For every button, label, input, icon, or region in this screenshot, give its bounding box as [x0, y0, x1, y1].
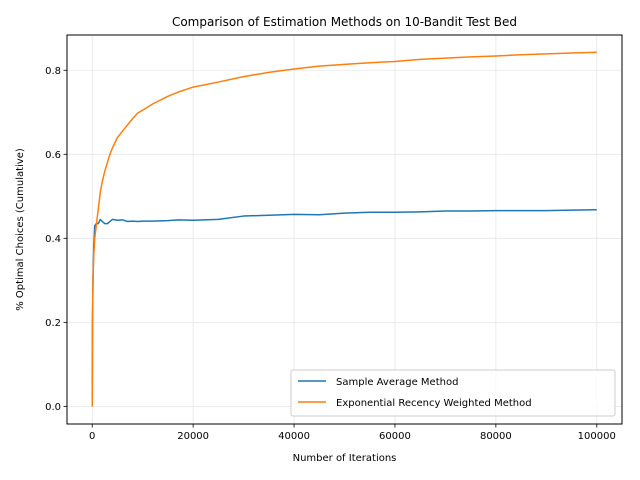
- y-tick-label: 0.6: [45, 150, 61, 161]
- x-axis-label: Number of Iterations: [293, 453, 397, 464]
- legend-label-1: Sample Average Method: [336, 377, 458, 388]
- series-line-2: [91, 51, 597, 407]
- grid-lines: [67, 35, 622, 424]
- x-tick-label: 60000: [379, 431, 411, 442]
- x-tick-label: 40000: [278, 431, 310, 442]
- y-axis-label: % Optimal Choices (Cumulative): [15, 148, 26, 311]
- x-tick-label: 80000: [480, 431, 512, 442]
- series-lines: [91, 51, 597, 407]
- legend-box: [290, 369, 616, 417]
- x-tick-label: 100000: [578, 431, 616, 442]
- x-tick-label: 20000: [177, 431, 209, 442]
- axis-ticks: 0 20000 40000 60000 80000 100000 0.0 0.2 0.4 0.6 0…: [45, 66, 616, 442]
- plot-frame: [66, 34, 623, 425]
- chart-title: Comparison of Estimation Methods on 10-B…: [172, 15, 517, 29]
- y-tick-label: 0.0: [45, 402, 61, 413]
- y-tick-label: 0.4: [45, 234, 61, 245]
- y-tick-label: 0.8: [45, 66, 61, 77]
- legend: Sample Average Method Exponential Recency…: [290, 369, 616, 417]
- x-tick-label: 0: [89, 431, 95, 442]
- y-tick-label: 0.2: [45, 318, 61, 329]
- series-line-1: [91, 209, 597, 407]
- legend-label-2: Exponential Recency Weighted Method: [336, 398, 532, 409]
